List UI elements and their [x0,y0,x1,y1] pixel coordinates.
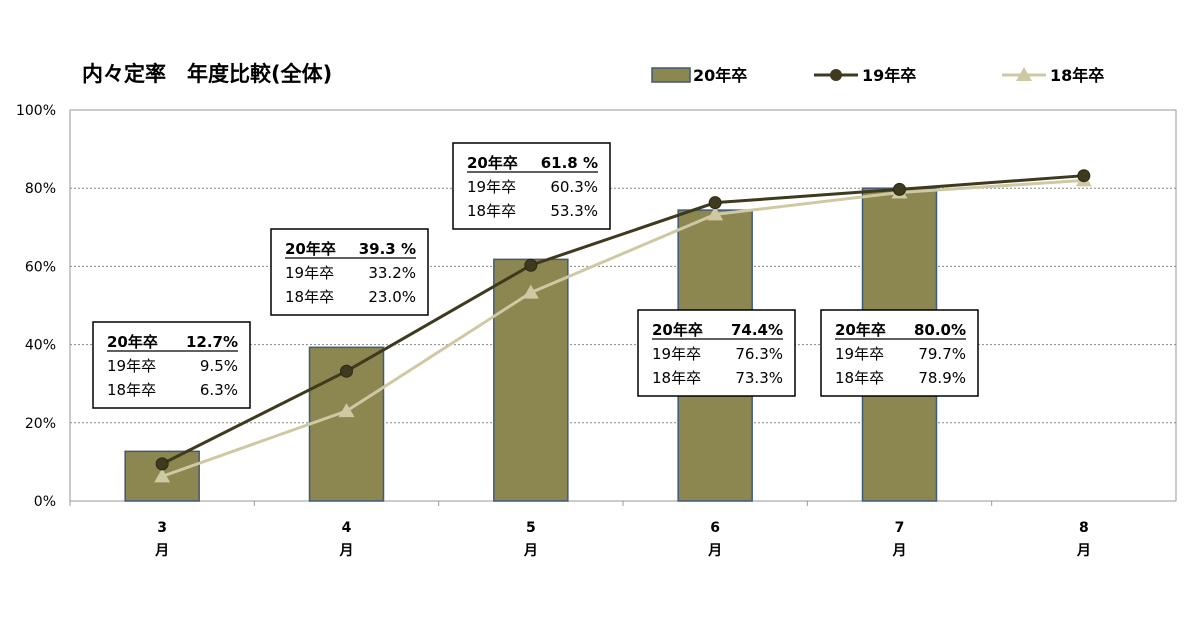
series-line [161,178,1084,478]
data-point [340,364,353,378]
annotation-box: 20年卒 61.8 % 19年卒 60.3% 18年卒 53.3% [452,142,611,230]
legend-item: 20年卒 [651,66,747,85]
y-tick-label: 100% [16,103,56,119]
y-tick-label: 40% [25,338,56,354]
annotation-value: 61.8 % [541,154,598,172]
legend-marker [1016,67,1032,81]
x-tick-label: 6 [710,520,720,536]
legend: 20年卒 19年卒 18年卒 [651,66,1104,85]
annotation-series-label: 20年卒 [835,321,886,339]
annotation-value: 76.3% [735,345,783,363]
annotation-value: 73.3% [735,369,783,387]
legend-marker [830,69,842,81]
y-axis: 0% 20% 40% 60% 80% 100% [16,103,56,510]
legend-label: 20年卒 [693,66,747,85]
annotation-value: 39.3 % [359,240,416,258]
x-tick-label: 7 [895,520,905,536]
x-tick-label: 8 [1079,520,1089,536]
legend-label: 19年卒 [862,66,916,85]
y-tick-label: 0% [34,494,56,510]
annotation-value: 74.4% [731,321,783,339]
x-tick-suffix: 月 [523,543,538,559]
data-point [524,258,538,272]
plot-frame [69,109,1177,502]
chart-title: 内々定率 年度比較(全体) [82,62,332,86]
annotation-box: 20年卒 39.3 % 19年卒 33.2% 18年卒 23.0% [270,228,429,316]
x-tick-suffix: 月 [892,543,907,559]
annotation-series-label: 19年卒 [467,178,516,196]
annotation-frame [270,228,429,316]
data-point [707,206,724,221]
annotation-series-label: 19年卒 [652,345,701,363]
annotation-series-label: 18年卒 [652,369,701,387]
x-tick-label: 4 [342,520,352,536]
annotation-box: 20年卒 80.0% 19年卒 79.7% 18年卒 78.9% [820,309,979,397]
annotation-series-label: 20年卒 [285,240,336,258]
annotation-series-label: 18年卒 [107,381,156,399]
data-point [338,403,355,418]
line-series [154,169,1092,483]
annotation-series-label: 19年卒 [835,345,884,363]
annotation-value: 23.0% [368,288,416,306]
x-axis: 3 月 4 月 5 月 6 月 7 月 8 月 [69,501,1091,559]
x-tick-label: 3 [157,520,167,536]
legend-item: 19年卒 [814,66,916,85]
bar [308,346,385,502]
annotation-frame [637,309,796,397]
data-point [708,196,722,210]
annotation-value: 9.5% [200,357,238,375]
bar [493,258,569,502]
bar-series [124,187,938,502]
annotation-value: 6.3% [200,381,238,399]
data-point [522,284,539,299]
annotation-frame [452,142,611,230]
x-tick-suffix: 月 [154,543,169,559]
x-tick-suffix: 月 [707,543,722,559]
annotation-value: 12.7% [186,333,238,351]
annotation-frame [820,309,979,397]
annotation-series-label: 18年卒 [835,369,884,387]
annotation-value: 33.2% [368,264,416,282]
annotation-box: 20年卒 12.7% 19年卒 9.5% 18年卒 6.3% [92,321,251,409]
annotation-series-label: 20年卒 [652,321,703,339]
annotation-series-label: 18年卒 [285,288,334,306]
annotation-series-label: 19年卒 [285,264,334,282]
annotation-series-label: 20年卒 [107,333,158,351]
data-point [155,457,169,471]
annotation-value: 60.3% [550,178,598,196]
y-tick-label: 20% [25,416,56,432]
annotation-value: 78.9% [918,369,966,387]
annotation-value: 80.0% [914,321,966,339]
legend-swatch [651,67,691,83]
annotation-series-label: 19年卒 [107,357,156,375]
x-tick-suffix: 月 [1076,543,1091,559]
annotation-series-label: 20年卒 [467,154,518,172]
x-tick-label: 5 [526,520,536,536]
y-tick-label: 80% [25,181,56,197]
data-point [154,468,171,483]
data-point [1077,169,1091,183]
annotation-value: 79.7% [918,345,966,363]
y-tick-label: 60% [25,259,56,275]
annotation-value: 53.3% [550,202,598,220]
legend-item: 18年卒 [1002,66,1104,85]
annotation-frame [92,321,251,409]
annotations: 20年卒 12.7% 19年卒 9.5% 18年卒 6.3% 20年卒 39.3 % 19年卒 3… [92,142,979,409]
annotation-series-label: 18年卒 [467,202,516,220]
data-point [893,182,906,196]
series-line [161,174,1084,466]
annotation-box: 20年卒 74.4% 19年卒 76.3% 18年卒 73.3% [637,309,796,397]
legend-label: 18年卒 [1050,66,1104,85]
gridlines [70,187,1176,424]
x-tick-suffix: 月 [339,543,354,559]
